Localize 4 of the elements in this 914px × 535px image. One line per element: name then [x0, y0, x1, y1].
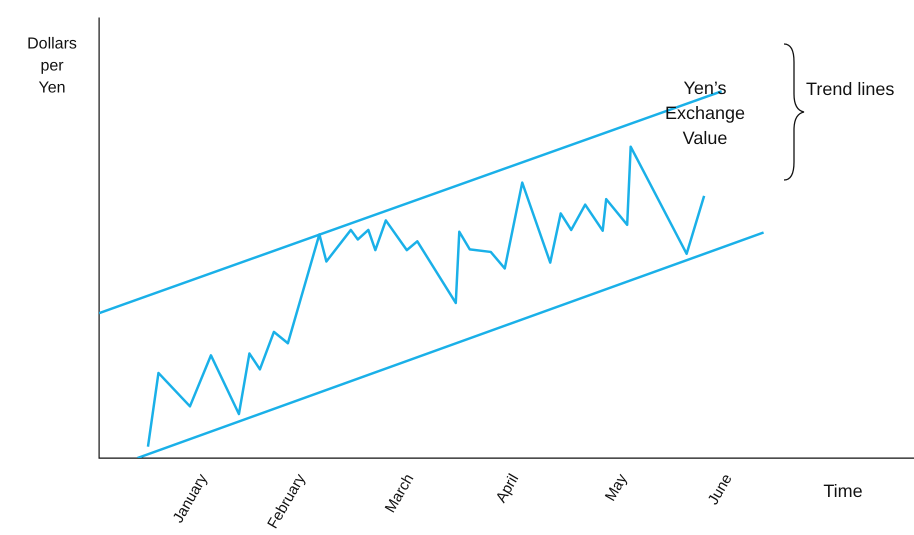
- x-axis-title: Time: [823, 480, 863, 501]
- annotation: Trend lines: [806, 78, 894, 99]
- series-label: Yen’s Exchange Value: [664, 78, 746, 148]
- y-axis-title: Dollars per Yen: [27, 35, 77, 96]
